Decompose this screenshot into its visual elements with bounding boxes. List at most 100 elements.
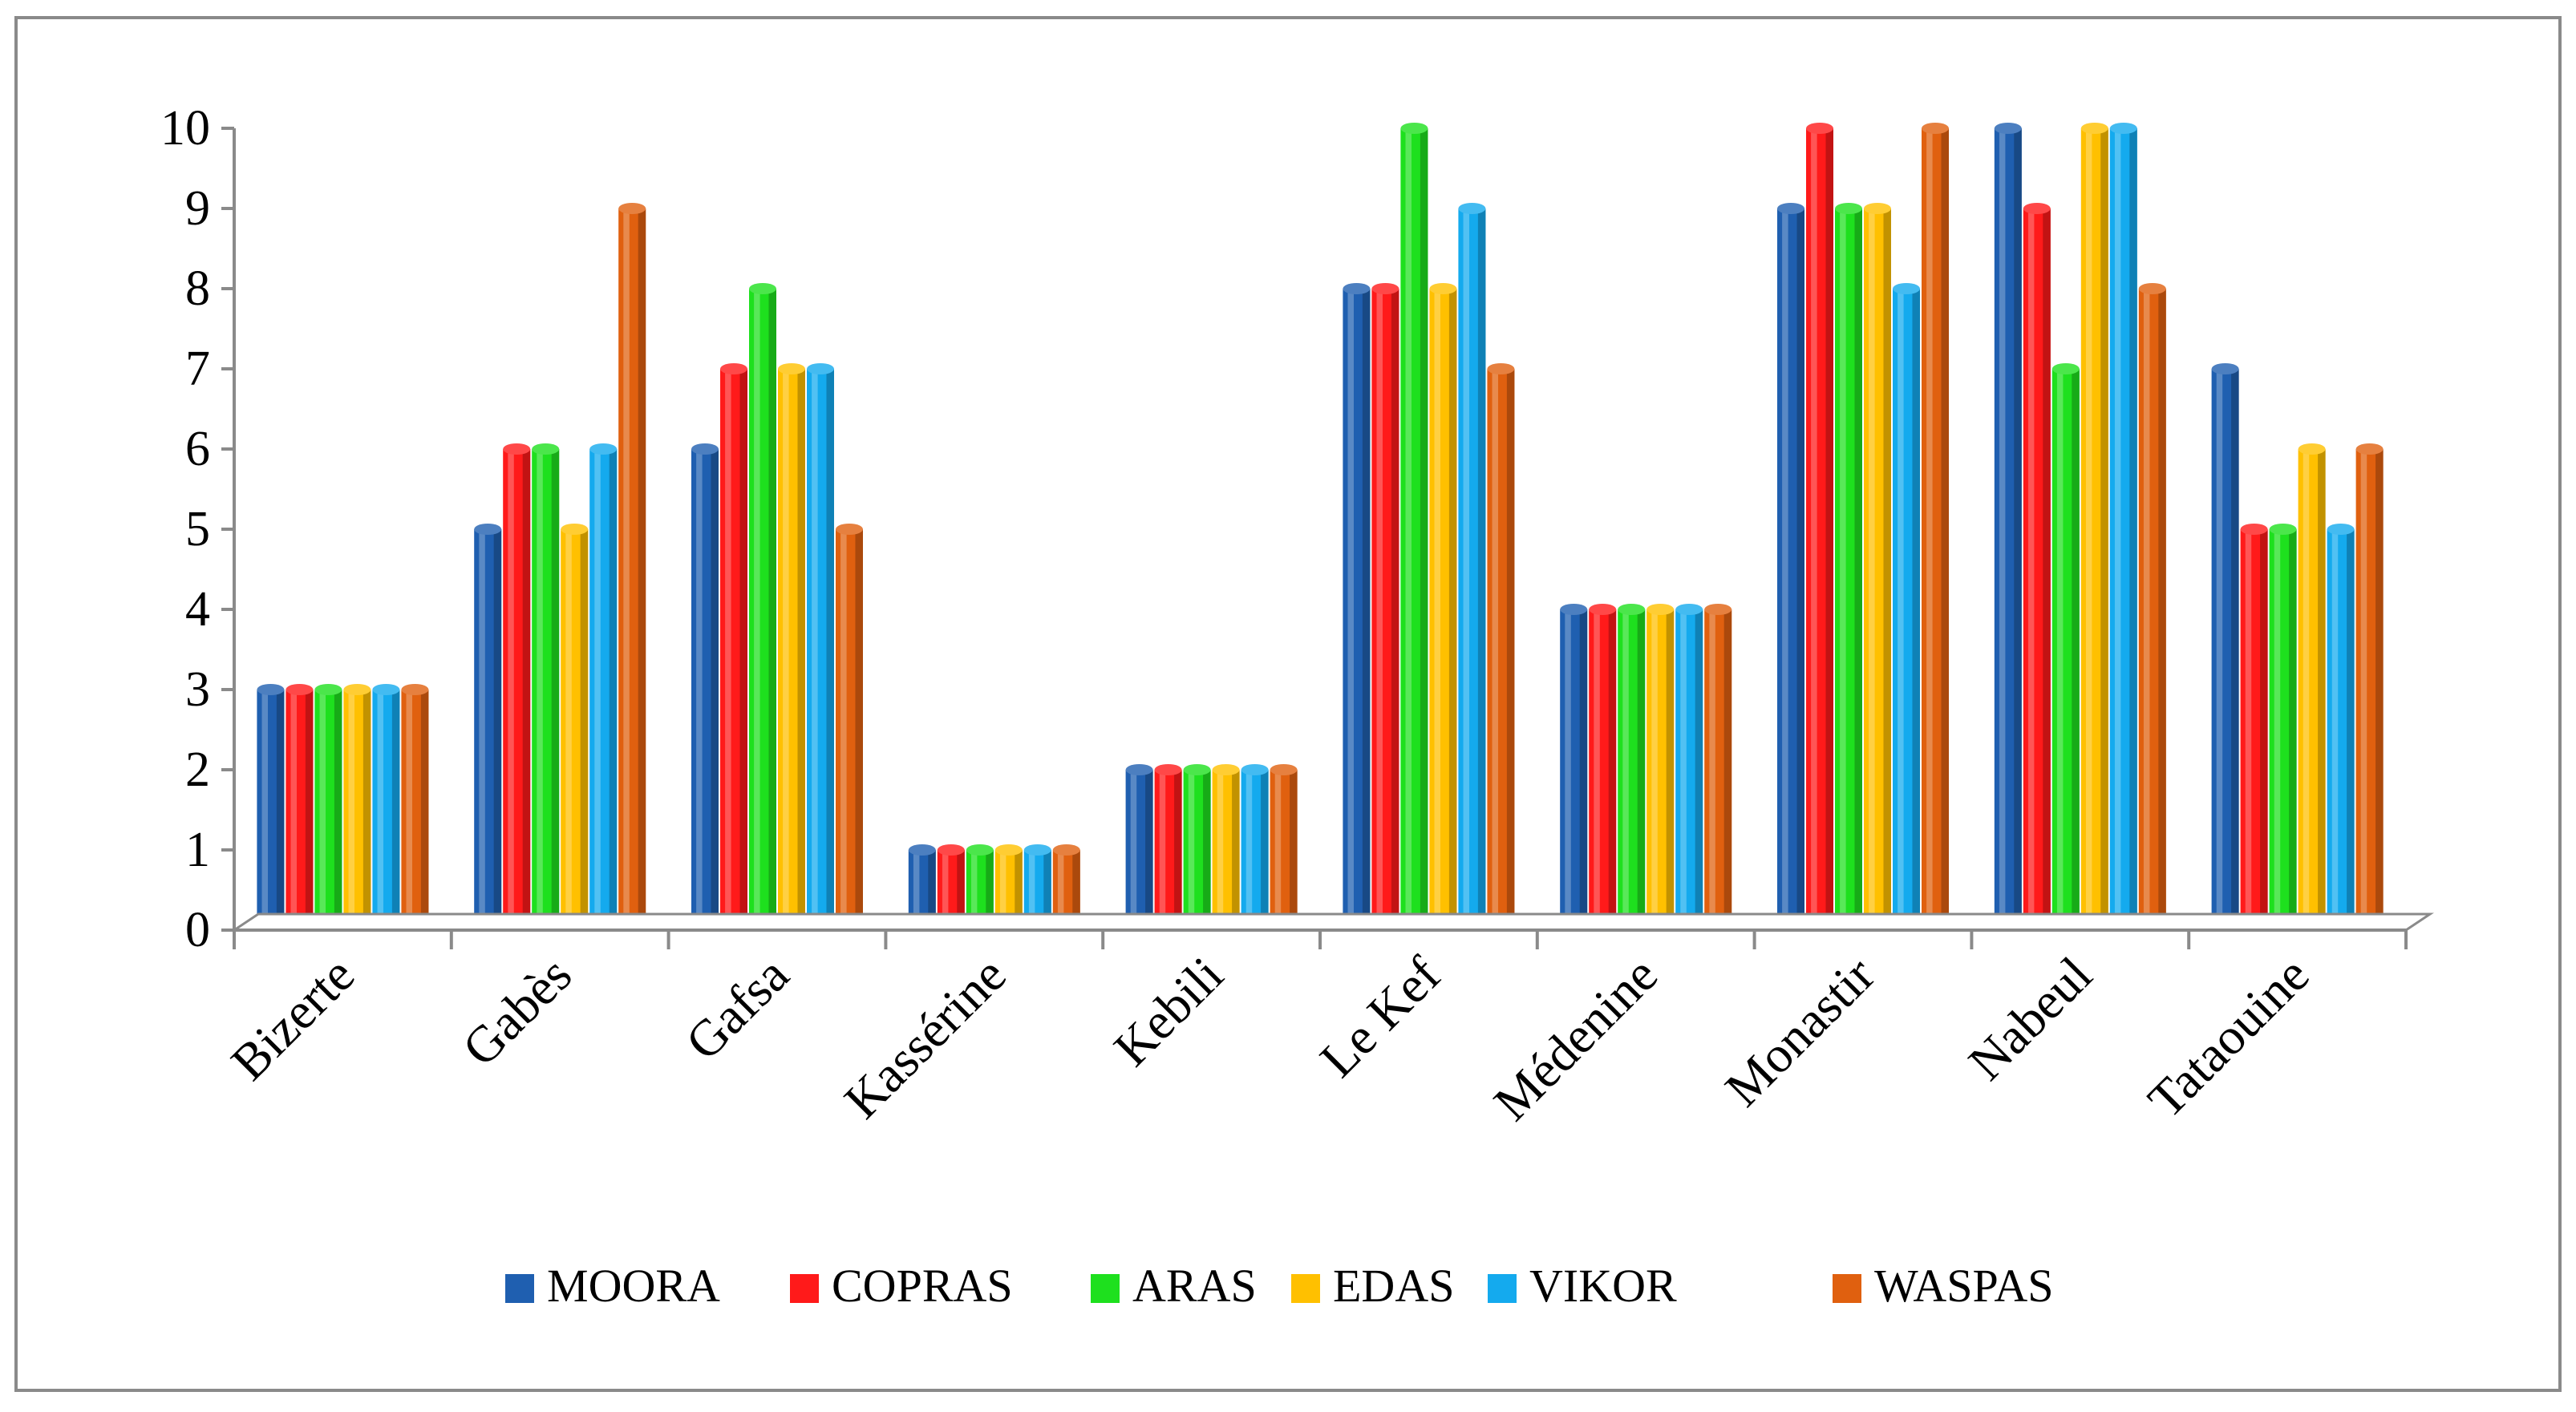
bar-cap [1806, 123, 1833, 134]
bar-highlight [2274, 529, 2281, 930]
bar-shadow [638, 208, 646, 930]
y-tick-label: 10 [160, 101, 210, 156]
bar-cap [1052, 844, 1080, 856]
bar-highlight [1028, 850, 1035, 930]
bar-shadow [768, 289, 776, 930]
bar-highlight [2303, 449, 2310, 930]
bar-shadow [1290, 770, 1298, 930]
bar-highlight [290, 690, 297, 930]
bar-shadow [1043, 850, 1051, 930]
bar-cap [2240, 524, 2268, 535]
bar-highlight [2331, 529, 2339, 930]
bar-shadow [363, 690, 371, 930]
legend-swatch-vikor [1488, 1274, 1517, 1303]
bar-highlight [2085, 128, 2092, 930]
bar-highlight [508, 449, 514, 930]
bar-shadow [855, 529, 863, 930]
bar-highlight [783, 369, 789, 930]
legend-label-copras: COPRAS [832, 1260, 1013, 1312]
bar-cap [314, 684, 342, 695]
bar-cap [1343, 283, 1371, 294]
bar-cap [286, 684, 314, 695]
bar-highlight [812, 369, 818, 930]
bar-highlight [1622, 609, 1629, 930]
bar-shadow [2072, 369, 2080, 930]
legend-swatch-moora [505, 1274, 534, 1303]
y-tick-label: 9 [185, 181, 210, 236]
bar-cap [1835, 203, 1862, 214]
bar-cap [343, 684, 371, 695]
legend-swatch-waspas [1833, 1274, 1861, 1303]
bar-highlight [2143, 289, 2150, 930]
bar-cap [1270, 764, 1298, 775]
bar-cap [1893, 283, 1920, 294]
y-tick-label: 3 [185, 662, 210, 717]
bar-cap [2269, 524, 2297, 535]
bar-highlight [1709, 609, 1715, 930]
bar-shadow [986, 850, 994, 930]
legend-label-waspas: WASPAS [1874, 1260, 2054, 1312]
bar-highlight [2245, 529, 2252, 930]
bar-cap [2355, 443, 2384, 455]
bar-cap [1241, 764, 1269, 775]
bar-cap [1429, 283, 1457, 294]
bar-shadow [1883, 208, 1891, 930]
bar-highlight [406, 690, 412, 930]
bar-highlight [1274, 770, 1282, 930]
bar-cap [1400, 123, 1428, 134]
legend: MOORA COPRAS ARAS EDAS VIKOR WASPAS [505, 1260, 2054, 1312]
bar-shadow [1796, 208, 1804, 930]
bar-shadow [1608, 609, 1617, 930]
bar-highlight [1926, 128, 1933, 930]
bar-shadow [1072, 850, 1080, 930]
bar-shadow [739, 369, 747, 930]
legend-label-edas: EDAS [1333, 1260, 1454, 1312]
bar-highlight [2027, 208, 2035, 930]
bar-cap [1777, 203, 1804, 214]
bar-highlight [348, 690, 354, 930]
bar-shadow [2318, 449, 2326, 930]
bar-highlight [1782, 208, 1788, 930]
bar-cap [1183, 764, 1211, 775]
bar-shadow [391, 690, 400, 930]
bar-shadow [957, 850, 965, 930]
bar-cap [1704, 604, 1732, 615]
bar-highlight [1434, 289, 1440, 930]
y-tick-label: 5 [185, 502, 210, 556]
bar-shadow [2260, 529, 2268, 930]
bar-cap [2080, 123, 2108, 134]
bar-shadow [1506, 369, 1515, 930]
bar-highlight [1565, 609, 1571, 930]
bar-shadow [1579, 609, 1588, 930]
bar-cap [2051, 363, 2080, 374]
bar-shadow [2347, 529, 2355, 930]
bar-cap [720, 363, 747, 374]
bar-cap [1458, 203, 1486, 214]
bar-shadow [1420, 128, 1428, 930]
bar-shadow [1637, 609, 1646, 930]
bar-cap [749, 283, 776, 294]
bar-highlight [1869, 208, 1875, 930]
bar-highlight [754, 289, 760, 930]
bar-highlight [696, 449, 703, 930]
bar-highlight [1594, 609, 1600, 930]
bar-cap [2327, 524, 2355, 535]
bar-cap [778, 363, 805, 374]
bar-highlight [942, 850, 949, 930]
y-tick-label: 4 [185, 582, 210, 637]
bar-highlight [1347, 289, 1354, 930]
bar-shadow [1261, 770, 1269, 930]
bar-shadow [493, 529, 502, 930]
bar-highlight [2114, 128, 2121, 930]
legend-swatch-aras [1091, 1274, 1120, 1303]
bar-shadow [1015, 850, 1023, 930]
bar-shadow [2289, 529, 2297, 930]
chart-floor [230, 912, 2434, 932]
bar-shadow [1941, 128, 1949, 930]
bar-cap [561, 524, 589, 535]
bar-highlight [2056, 369, 2064, 930]
bar-cap [2023, 203, 2051, 214]
bar-shadow [2100, 128, 2108, 930]
bar-cap [2109, 123, 2137, 134]
